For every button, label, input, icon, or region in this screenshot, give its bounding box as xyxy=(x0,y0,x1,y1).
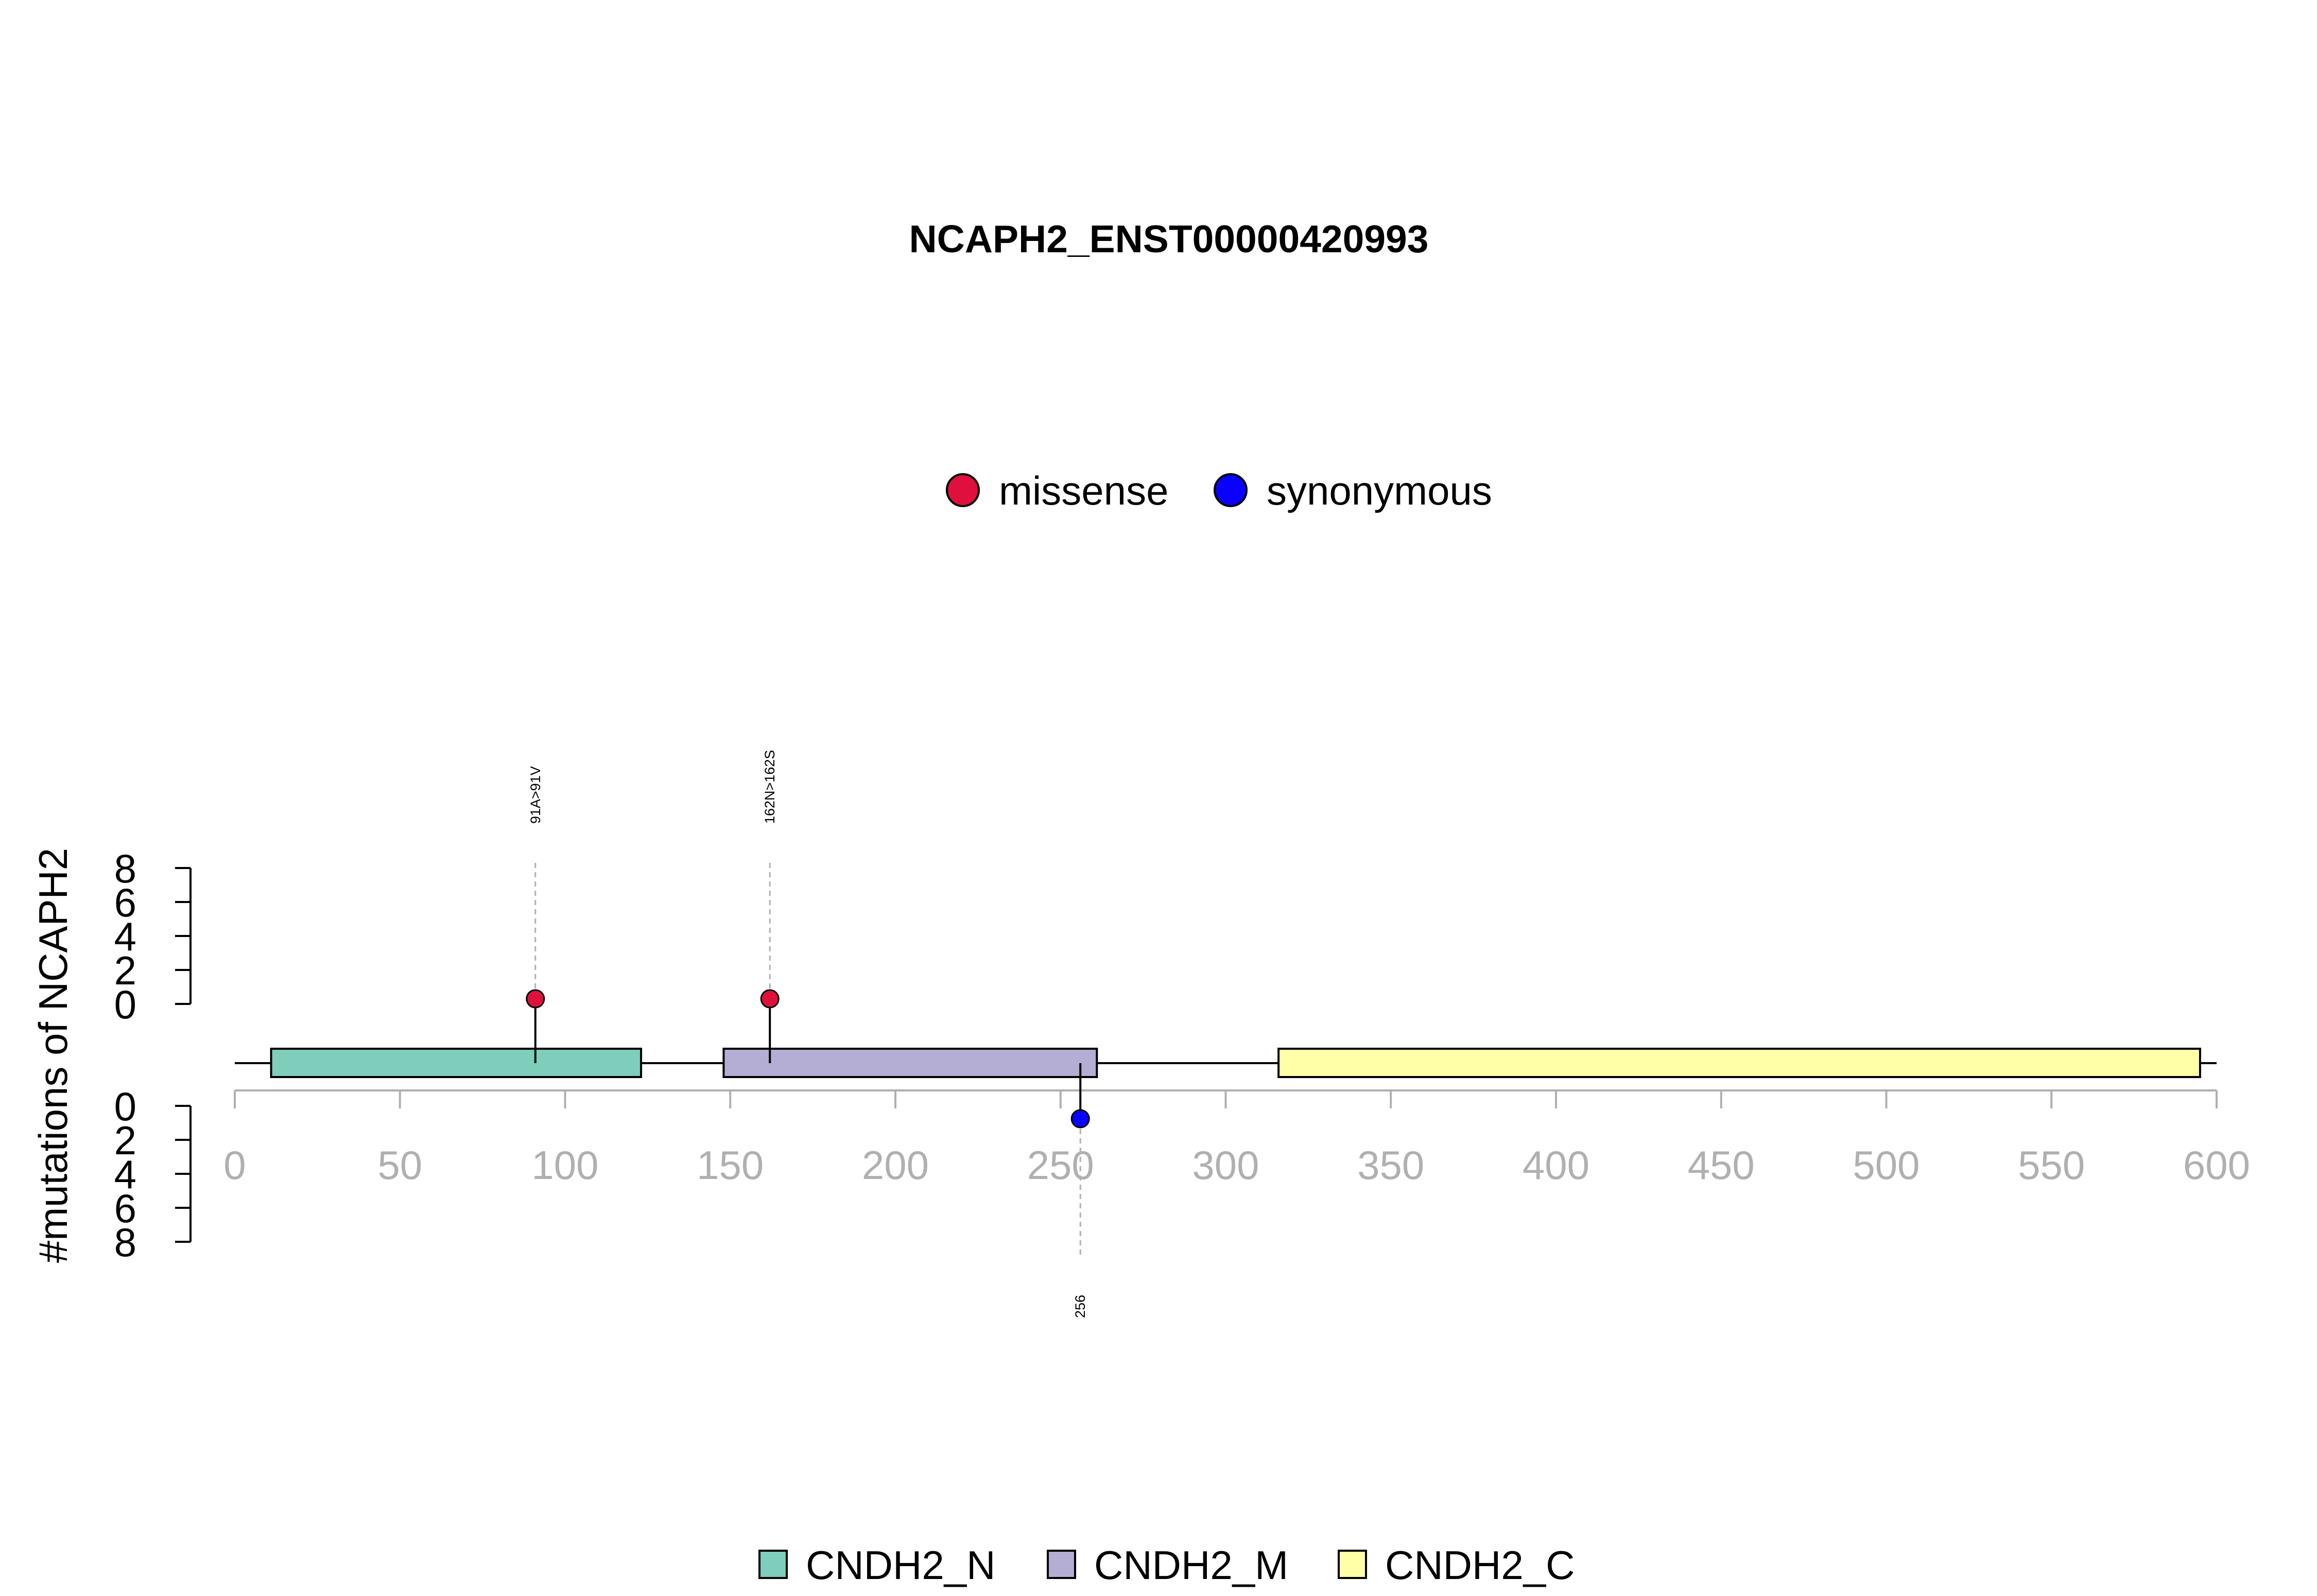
CNDH2_M-legend-label: CNDH2_M xyxy=(1094,1542,1288,1588)
y-tick-label-bottom-4: 4 xyxy=(114,1152,136,1197)
x-tick-label-100: 100 xyxy=(531,1142,598,1188)
mutation-91A>91V: 91A>91V xyxy=(526,766,545,1063)
y-tick-label-bottom-8: 8 xyxy=(114,1220,136,1265)
mutation-head-256 xyxy=(1070,1109,1090,1129)
mutation-label-162N>162S: 162N>162S xyxy=(762,750,777,824)
mutation-162N>162S: 162N>162S xyxy=(760,750,780,1063)
x-tick-label-200: 200 xyxy=(862,1142,929,1188)
x-tick-label-400: 400 xyxy=(1523,1142,1589,1188)
legend-item-CNDH2_M: CNDH2_M xyxy=(1047,1542,1288,1588)
x-axis: 0 50 100 150 200 250 300 350 400 450 500 550 600 xyxy=(223,1089,2250,1188)
legend-item-missense: missense xyxy=(946,468,1168,513)
y-tick-label-bottom-6: 6 xyxy=(114,1186,136,1231)
legend-item-CNDH2_N: CNDH2_N xyxy=(758,1542,995,1588)
x-tick-label-600: 600 xyxy=(2183,1142,2250,1188)
missense-legend-label: missense xyxy=(999,468,1168,513)
x-tick-label-300: 300 xyxy=(1192,1142,1259,1188)
domain-CNDH2_N xyxy=(270,1048,643,1078)
x-tick-label-550: 550 xyxy=(2018,1142,2085,1188)
mutation-head-162N>162S xyxy=(760,989,780,1009)
legend-item-CNDH2_C: CNDH2_C xyxy=(1338,1542,1575,1588)
mutation-label-91A>91V: 91A>91V xyxy=(528,766,543,824)
CNDH2_C-legend-label: CNDH2_C xyxy=(1385,1542,1575,1588)
y-tick-label-top-4: 4 xyxy=(114,914,136,959)
x-tick-label-250: 250 xyxy=(1027,1142,1094,1188)
x-tick-label-50: 50 xyxy=(377,1142,422,1188)
domain-CNDH2_C xyxy=(1277,1048,2201,1078)
CNDH2_N-legend-label: CNDH2_N xyxy=(806,1542,995,1588)
x-tick-label-500: 500 xyxy=(1853,1142,1920,1188)
y-tick-label-top-8: 8 xyxy=(114,846,136,891)
y-tick-label-top-0: 0 xyxy=(114,982,136,1027)
chart-title: NCAPH2_ENST00000420993 xyxy=(909,217,1429,261)
missense-legend-marker xyxy=(946,473,980,507)
mutation-label-256: 256 xyxy=(1073,1295,1088,1318)
y-tick-label-top-6: 6 xyxy=(114,880,136,925)
x-tick-label-0: 0 xyxy=(223,1142,246,1188)
x-tick-label-150: 150 xyxy=(697,1142,764,1188)
y-tick-label-bottom-2: 2 xyxy=(114,1118,136,1163)
y-tick-label-top-2: 2 xyxy=(114,948,136,993)
synonymous-legend-label: synonymous xyxy=(1267,468,1492,513)
mutation-legend: missense synonymous xyxy=(946,468,1492,513)
legend-item-synonymous: synonymous xyxy=(1214,468,1492,513)
domain-CNDH2_M xyxy=(722,1048,1098,1078)
y-axis-label: #mutations of NCAPH2 xyxy=(30,848,76,1263)
mutation-head-91A>91V xyxy=(526,989,545,1009)
domains xyxy=(270,1048,2201,1078)
domain-legend: CNDH2_N CNDH2_M CNDH2_C xyxy=(758,1542,1575,1588)
mutation-256: 256 xyxy=(1070,1063,1090,1318)
mutations: 91A>91V 162N>162S 256 xyxy=(526,750,1090,1318)
x-tick-label-350: 350 xyxy=(1357,1142,1424,1188)
CNDH2_M-legend-swatch xyxy=(1047,1550,1076,1579)
x-tick-label-450: 450 xyxy=(1688,1142,1755,1188)
synonymous-legend-marker xyxy=(1214,473,1248,507)
CNDH2_N-legend-swatch xyxy=(758,1550,788,1579)
y-tick-label-bottom-0: 0 xyxy=(114,1084,136,1129)
CNDH2_C-legend-swatch xyxy=(1338,1550,1367,1579)
